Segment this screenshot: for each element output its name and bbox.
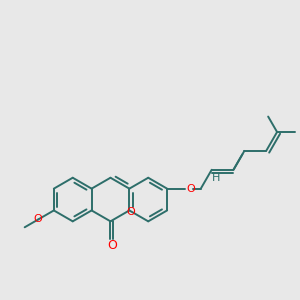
Text: O: O [107, 238, 117, 252]
Text: O: O [33, 214, 42, 224]
Text: O: O [186, 184, 195, 194]
Text: H: H [212, 173, 220, 183]
Text: O: O [126, 207, 135, 218]
